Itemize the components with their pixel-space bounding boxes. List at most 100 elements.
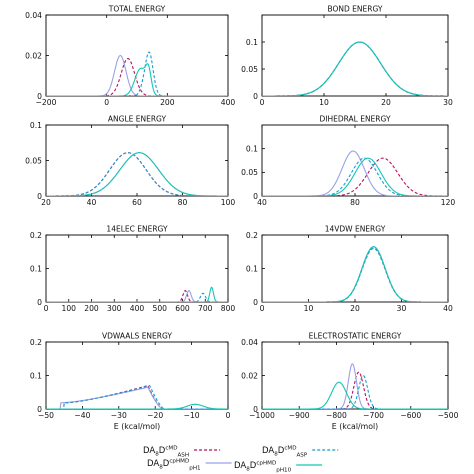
x-tick-label: 40	[443, 304, 453, 313]
x-tick-label: 400	[130, 304, 145, 313]
x-tick-label: 20	[381, 98, 391, 107]
panel-4: DIHEDRAL ENERGY 40 80 120 0 0.05 0.1	[241, 115, 455, 208]
x-axis-label: E (kcal/mol)	[332, 422, 378, 431]
series-line-ph1	[262, 246, 448, 302]
series-line-ash	[262, 247, 448, 302]
x-tick-label: −500	[438, 411, 459, 420]
series-line-ph10	[46, 63, 228, 96]
x-tick-label: −50	[38, 411, 54, 420]
y-tick-label: 0	[37, 298, 42, 307]
y-tick-label: 0.2	[246, 231, 258, 240]
x-tick-label: 0	[226, 411, 231, 420]
x-tick-label: 30	[397, 304, 407, 313]
panel-3: ANGLE ENERGY 20 40 60 80 100 0 0.05 0.1	[25, 115, 235, 208]
plot-frame	[45, 341, 229, 410]
series-line-ph1	[262, 41, 448, 96]
x-tick-label: 60	[132, 198, 142, 207]
plot-frame	[261, 234, 449, 303]
x-tick-label: 100	[221, 198, 236, 207]
panel-title: 14ELEC ENERGY	[106, 225, 168, 234]
series-line-ph10	[46, 403, 228, 409]
legend-entry-ash: DA8DcMDASH	[143, 446, 221, 459]
panel-8: ELECTROSTATIC ENERGY −1000 −900 −800 −700 −60…	[241, 332, 459, 432]
y-tick-label: 0	[37, 192, 42, 201]
panel-title: TOTAL ENERGY	[108, 5, 166, 14]
legend-label: DA8DcMDASP	[262, 446, 308, 459]
legend-entry-asp: DA8DcMDASP	[262, 446, 339, 459]
y-tick-label: 0.04	[241, 338, 258, 347]
legend-label: DA8DcpHMDpH1	[147, 459, 201, 472]
y-tick-label: 0.05	[25, 156, 42, 165]
x-tick-label: −30	[111, 411, 127, 420]
series-line-ph1	[262, 363, 448, 409]
x-tick-label: 100	[62, 304, 77, 313]
x-tick-label: 30	[443, 98, 453, 107]
y-tick-label: 0.1	[30, 264, 42, 273]
panel-7: VDWAALS ENERGY −50 −40 −30 −20 −10 0 0 0.1 0.2 E (…	[30, 332, 231, 432]
plot-frame	[261, 341, 449, 410]
x-tick-label: 400	[221, 98, 236, 107]
y-tick-label: 0.1	[246, 144, 258, 153]
x-tick-label: 600	[175, 304, 190, 313]
x-tick-label: 500	[153, 304, 168, 313]
series-line-asp	[262, 374, 448, 409]
panel-5: 14ELEC ENERGY 0 100 200 300 400 500 600 700 800 0 0…	[30, 225, 235, 314]
y-tick-label: 0.1	[30, 371, 42, 380]
series-line-ash	[46, 152, 228, 196]
series-line-ash	[262, 371, 448, 409]
y-tick-label: 0.04	[25, 11, 42, 20]
x-tick-label: 0	[104, 98, 109, 107]
series-line-asp	[262, 41, 448, 96]
panel-title: ANGLE ENERGY	[108, 115, 167, 124]
legend-label: DA8DcMDASH	[143, 446, 189, 459]
y-tick-label: 0.02	[241, 371, 258, 380]
series-line-ash	[46, 57, 228, 96]
x-tick-label: −800	[326, 411, 347, 420]
x-tick-label: −20	[147, 411, 163, 420]
x-tick-label: −200	[36, 98, 57, 107]
series-line-asp	[46, 51, 228, 96]
x-tick-label: 80	[178, 198, 188, 207]
x-tick-label: −900	[289, 411, 310, 420]
y-tick-label: 0.1	[30, 121, 42, 130]
x-tick-label: 0	[260, 304, 265, 313]
series-line-asp	[46, 292, 228, 302]
series-line-asp	[46, 152, 228, 196]
y-tick-label: 0	[253, 298, 258, 307]
x-tick-label: 200	[160, 98, 175, 107]
plot-frame	[45, 14, 229, 97]
y-tick-label: 0.05	[241, 65, 258, 74]
x-tick-label: −10	[184, 411, 200, 420]
y-tick-label: 0.1	[246, 264, 258, 273]
legend-entry-ph1: DA8DcpHMDpH1	[147, 459, 232, 472]
y-tick-label: 0.02	[25, 51, 42, 60]
x-tick-label: −40	[74, 411, 90, 420]
x-tick-label: 700	[198, 304, 213, 313]
x-tick-label: 10	[319, 98, 329, 107]
panel-title: BOND ENERGY	[327, 5, 382, 14]
y-tick-label: 0.05	[241, 168, 258, 177]
series-line-asp	[262, 157, 448, 196]
legend: DA8DcMDASH DA8DcMDASP DA8DcpHMDpH1 DA8DcpHM…	[143, 446, 339, 474]
series-line-ash	[262, 157, 448, 196]
y-tick-label: 0	[37, 405, 42, 414]
series-line-ph10	[262, 246, 448, 302]
x-tick-label: 80	[350, 198, 360, 207]
panel-title: VDWAALS ENERGY	[102, 332, 172, 341]
panel-title: 14VDW ENERGY	[325, 225, 386, 234]
series-line-ph10	[262, 157, 448, 196]
legend-label: DA8DcpHMDpH10	[234, 461, 292, 474]
panel-title: ELECTROSTATIC ENERGY	[309, 332, 402, 341]
x-tick-label: 800	[221, 304, 236, 313]
series-line-ph10	[46, 152, 228, 196]
x-tick-label: 20	[350, 304, 360, 313]
y-tick-label: 0	[253, 405, 258, 414]
x-tick-label: 40	[257, 198, 267, 207]
series-line-ph10	[262, 41, 448, 96]
y-tick-label: 0.2	[30, 231, 42, 240]
series-line-ph1	[262, 150, 448, 196]
series-line-ash	[262, 41, 448, 96]
panel-title: DIHEDRAL ENERGY	[319, 115, 390, 124]
